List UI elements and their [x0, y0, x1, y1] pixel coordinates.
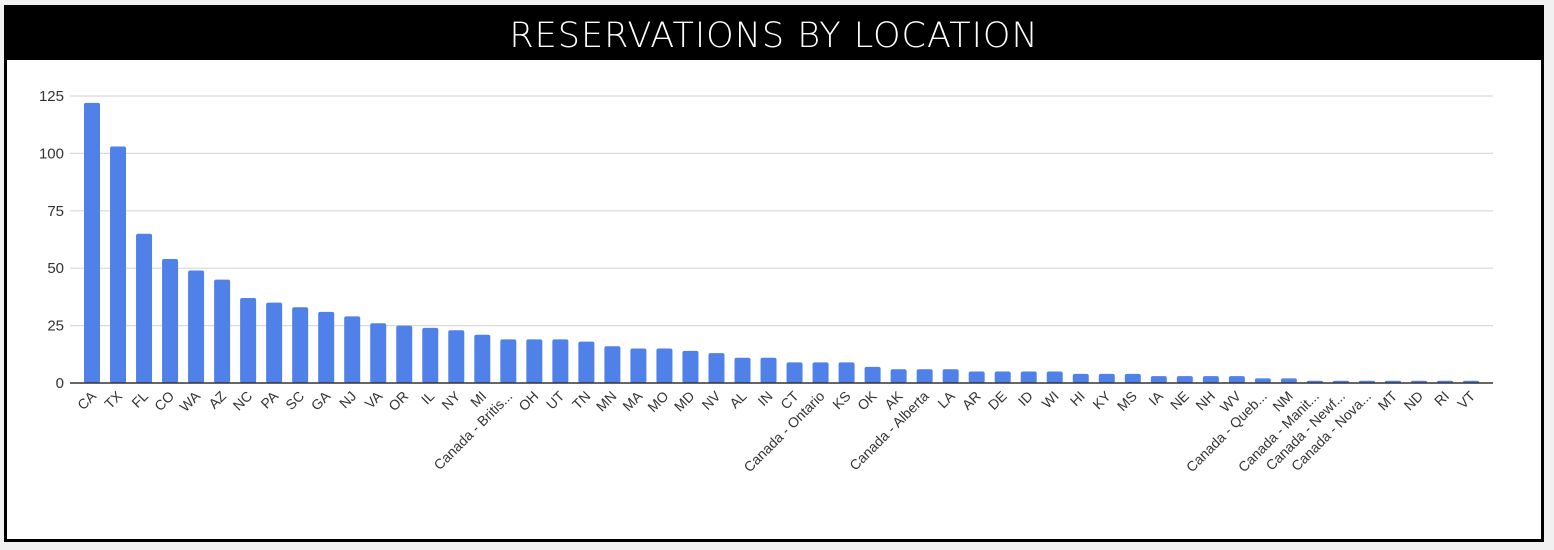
x-tick-label: MA — [619, 387, 646, 414]
x-tick-label: UT — [543, 387, 568, 412]
x-tick-label: MN — [593, 388, 620, 415]
bar-wv — [1228, 376, 1245, 383]
x-tick-label: GA — [308, 387, 334, 413]
bar-az — [214, 279, 231, 383]
bar-ca — [84, 102, 100, 383]
x-tick-label: OR — [385, 388, 411, 414]
bar-ma — [630, 348, 647, 383]
bar-nj — [344, 316, 361, 383]
bar-la — [942, 369, 959, 383]
bar-ut — [552, 339, 569, 383]
bar-ga — [318, 311, 335, 383]
bar-tx — [110, 146, 127, 383]
x-tick-label: AL — [726, 388, 750, 412]
y-tick-label: 25 — [47, 318, 64, 335]
bar-canada-alberta — [916, 369, 933, 383]
x-tick-label: MD — [671, 388, 698, 415]
bar-mi — [474, 334, 491, 383]
bar-il — [422, 327, 439, 383]
x-tick-label: RI — [1431, 388, 1452, 409]
x-tick-label: TN — [569, 388, 594, 413]
x-tick-label: MO — [644, 388, 671, 415]
bar-tn — [578, 341, 595, 383]
bar-pa — [266, 302, 283, 383]
x-tick-label: IL — [418, 388, 438, 408]
bar-md — [682, 350, 699, 383]
x-tick-label: VA — [362, 387, 386, 411]
bar-canada-ontario — [812, 362, 829, 383]
x-tick-label: ND — [1401, 388, 1427, 414]
x-tick-label: ID — [1015, 388, 1036, 409]
bar-al — [734, 357, 751, 383]
y-tick-label: 0 — [56, 375, 64, 392]
x-tick-label: MS — [1114, 388, 1140, 414]
x-tick-label: CO — [151, 388, 177, 414]
bar-sc — [292, 307, 309, 383]
bar-ak — [890, 369, 907, 383]
bar-nh — [1202, 376, 1219, 383]
bar-ar — [968, 371, 985, 383]
chart-frame: RESERVATIONS BY LOCATION — [4, 5, 1544, 542]
bar-ms — [1124, 373, 1141, 383]
x-tick-label: NV — [699, 387, 725, 413]
x-tick-label: KS — [829, 388, 854, 413]
bar-canada-britis- — [500, 339, 517, 383]
bar-de — [994, 371, 1011, 383]
x-tick-label: HI — [1067, 388, 1088, 409]
y-tick-label: 125 — [39, 88, 64, 105]
bar-canada-queb- — [1254, 378, 1271, 383]
bar-wa — [188, 270, 205, 383]
y-tick-label: 100 — [39, 145, 64, 162]
bar-ky — [1098, 373, 1115, 383]
x-tick-label: CA — [74, 387, 100, 413]
bar-nv — [708, 353, 725, 383]
x-tick-label: NC — [230, 388, 256, 414]
x-tick-label: PA — [257, 387, 281, 411]
bar-ia — [1150, 376, 1167, 383]
bar-nm — [1280, 378, 1297, 383]
bar-ok — [864, 366, 881, 383]
x-tick-label: AR — [959, 388, 984, 413]
x-tick-label: NJ — [336, 388, 359, 411]
y-tick-label: 75 — [47, 203, 64, 220]
x-tick-label: DE — [985, 388, 1010, 413]
bar-co — [162, 259, 179, 383]
bar-va — [370, 323, 387, 383]
y-tick-label: 50 — [47, 260, 64, 277]
bar-mo — [656, 348, 673, 383]
bar-id — [1020, 371, 1037, 383]
x-tick-label: WI — [1038, 388, 1061, 411]
x-tick-label: FL — [128, 388, 151, 411]
bar-fl — [136, 233, 153, 383]
bar-ct — [786, 362, 803, 383]
x-tick-label: LA — [934, 387, 958, 411]
chart-title: RESERVATIONS BY LOCATION — [7, 8, 1541, 60]
x-tick-label: VT — [1454, 387, 1478, 411]
x-tick-label: WA — [176, 387, 203, 414]
bar-ne — [1176, 376, 1193, 383]
x-tick-label: IA — [1145, 387, 1166, 408]
x-tick-label: KY — [1089, 387, 1114, 412]
x-tick-label: OK — [854, 387, 880, 413]
bar-oh — [526, 339, 543, 383]
x-tick-label: NE — [1167, 388, 1192, 413]
x-tick-label: SC — [282, 388, 307, 413]
bar-mn — [604, 346, 621, 383]
x-tick-label: AZ — [205, 387, 229, 411]
bar-hi — [1072, 373, 1089, 383]
x-tick-label: MT — [1375, 387, 1401, 413]
bar-nc — [240, 298, 257, 383]
x-tick-label: NH — [1192, 388, 1218, 414]
x-tick-label: IN — [754, 388, 775, 409]
x-tick-label: NY — [438, 387, 464, 413]
bar-in — [760, 357, 777, 383]
x-tick-label: OH — [515, 388, 541, 414]
bar-wi — [1046, 371, 1063, 383]
x-tick-label: TX — [101, 387, 125, 411]
bar-ny — [448, 330, 465, 383]
bar-or — [396, 325, 413, 383]
bar-ks — [838, 362, 855, 383]
